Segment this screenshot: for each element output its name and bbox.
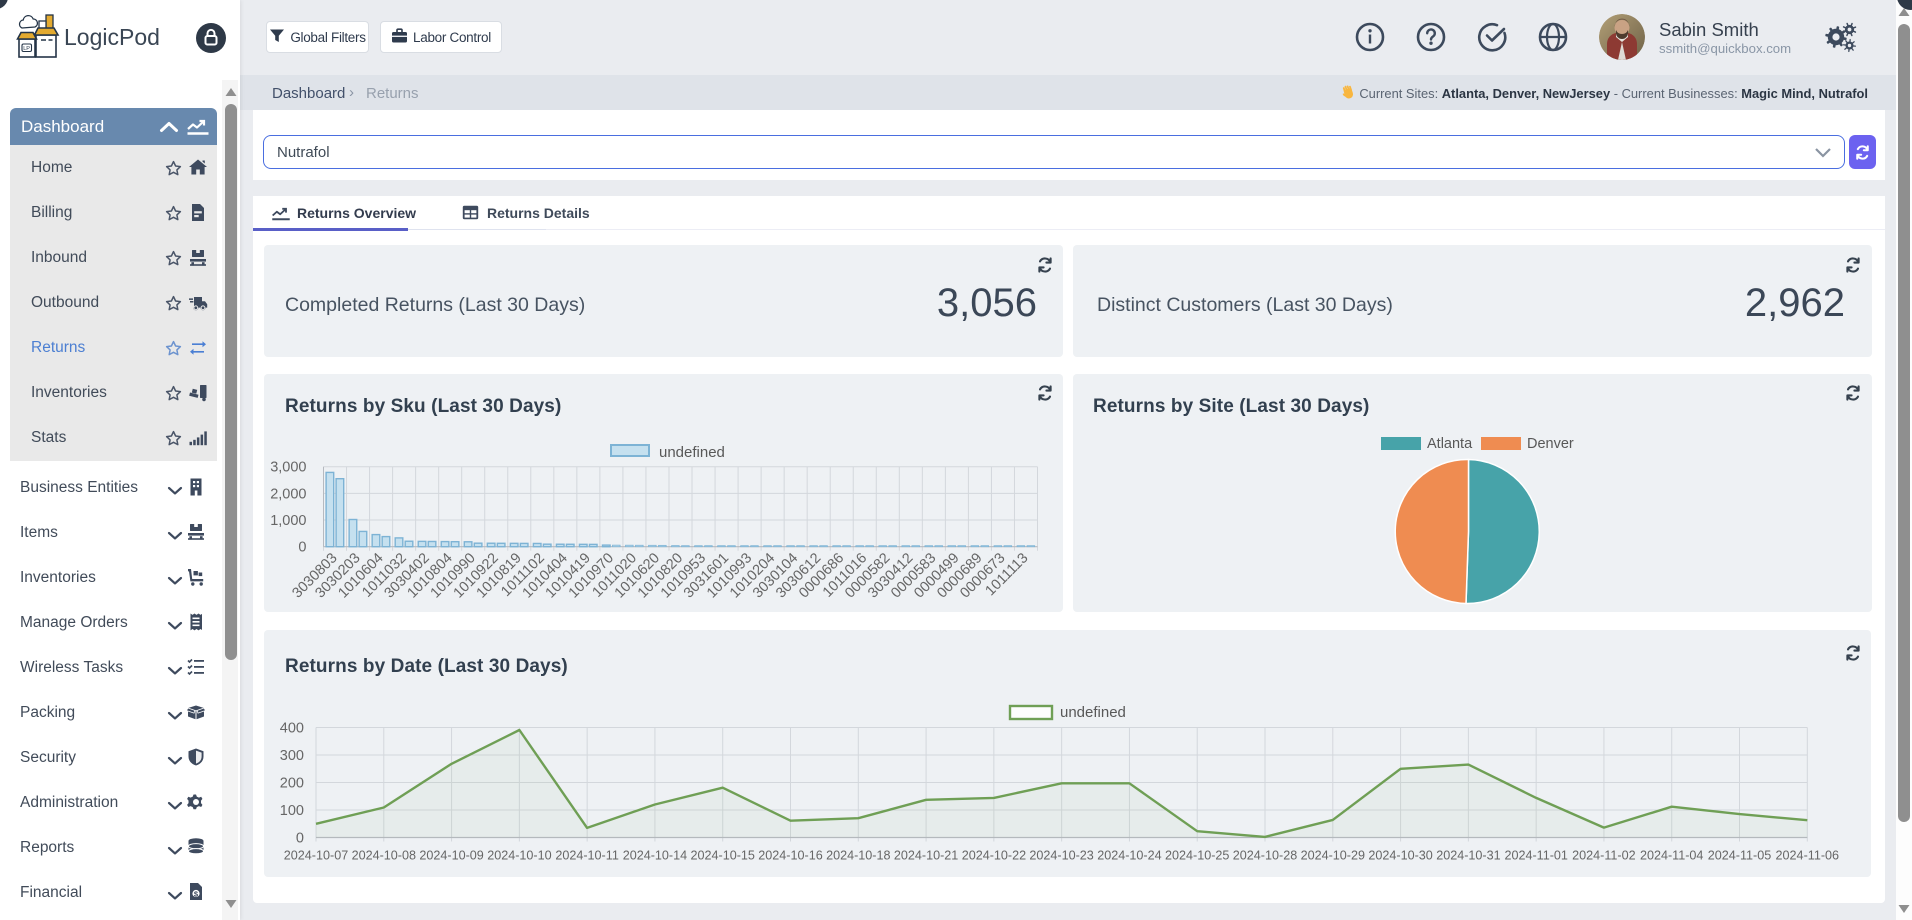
svg-text:2024-10-30: 2024-10-30 (1368, 849, 1432, 863)
svg-text:2024-10-16: 2024-10-16 (758, 849, 822, 863)
svg-text:0: 0 (296, 831, 304, 847)
svg-text:0: 0 (298, 540, 306, 556)
svg-text:2024-10-15: 2024-10-15 (690, 849, 754, 863)
svg-text:1,000: 1,000 (270, 513, 306, 529)
svg-text:100: 100 (280, 803, 304, 819)
svg-text:2024-10-08: 2024-10-08 (352, 849, 416, 863)
svg-text:2024-10-11: 2024-10-11 (555, 849, 619, 863)
svg-text:2024-11-04: 2024-11-04 (1640, 849, 1704, 863)
svg-text:2024-10-25: 2024-10-25 (1165, 849, 1229, 863)
svg-text:200: 200 (280, 776, 304, 792)
svg-text:2024-10-10: 2024-10-10 (487, 849, 551, 863)
svg-text:2024-10-14: 2024-10-14 (623, 849, 687, 863)
svg-text:2024-10-18: 2024-10-18 (826, 849, 890, 863)
svg-text:2024-10-09: 2024-10-09 (419, 849, 483, 863)
svg-text:300: 300 (280, 748, 304, 764)
svg-text:2024-10-21: 2024-10-21 (894, 849, 958, 863)
svg-text:2024-11-05: 2024-11-05 (1708, 849, 1772, 863)
svg-text:Denver: Denver (1527, 436, 1574, 452)
svg-text:2024-11-06: 2024-11-06 (1776, 849, 1840, 863)
svg-text:$: $ (194, 889, 199, 898)
svg-text:2024-10-31: 2024-10-31 (1436, 849, 1500, 863)
svg-text:Atlanta: Atlanta (1427, 436, 1473, 452)
svg-text:2024-11-01: 2024-11-01 (1504, 849, 1568, 863)
svg-text:3,000: 3,000 (270, 460, 306, 476)
svg-text:2024-10-22: 2024-10-22 (962, 849, 1026, 863)
svg-text:2024-10-23: 2024-10-23 (1029, 849, 1093, 863)
svg-text:2,000: 2,000 (270, 486, 306, 502)
svg-text:2024-10-29: 2024-10-29 (1301, 849, 1365, 863)
svg-text:2024-11-02: 2024-11-02 (1572, 849, 1636, 863)
svg-text:undefined: undefined (1060, 704, 1126, 721)
svg-text:2024-10-24: 2024-10-24 (1097, 849, 1161, 863)
svg-text:2024-10-07: 2024-10-07 (284, 849, 348, 863)
svg-text:LP: LP (23, 46, 30, 52)
svg-text:400: 400 (280, 721, 304, 737)
svg-text:2024-10-28: 2024-10-28 (1233, 849, 1297, 863)
